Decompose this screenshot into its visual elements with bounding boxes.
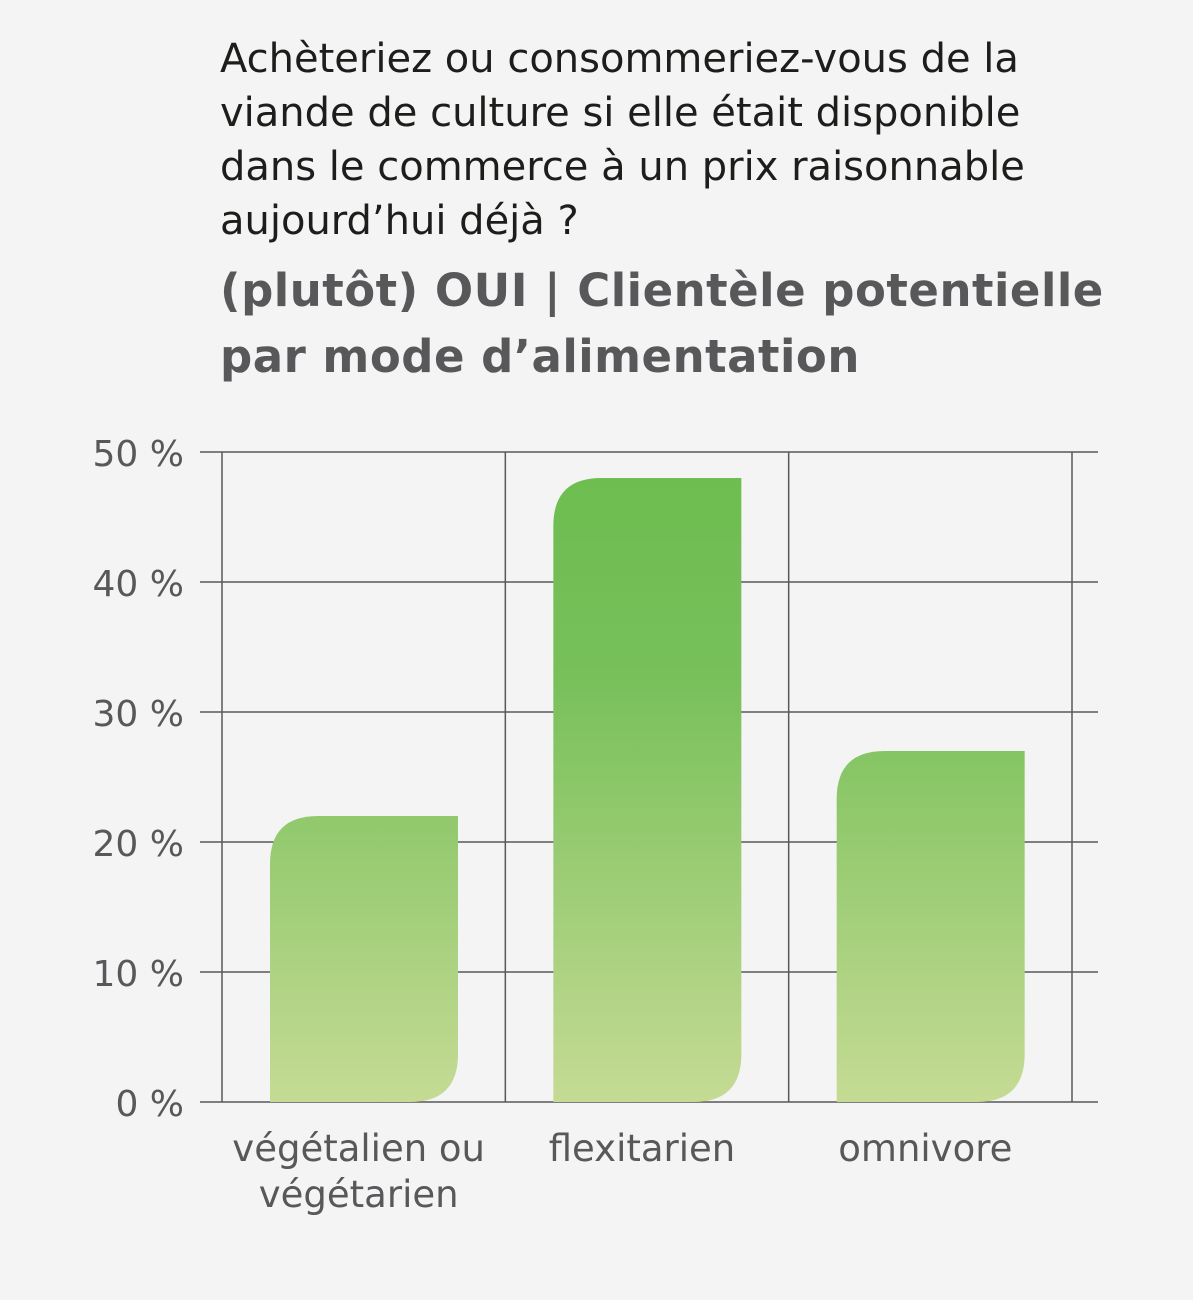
x-tick-label: flexitarien xyxy=(549,1127,735,1170)
chart-question: Achèteriez ou consommeriez-vous de la vi… xyxy=(220,36,1025,244)
y-tick-label: 40 % xyxy=(93,564,184,605)
bar-1 xyxy=(553,478,742,1102)
bar-0 xyxy=(270,816,458,1102)
y-tick-label: 30 % xyxy=(93,694,184,735)
y-tick-label: 10 % xyxy=(93,954,184,995)
x-tick-label: végétalien ou xyxy=(232,1127,485,1170)
x-tick-label: végétarien xyxy=(259,1173,459,1216)
chart-title: (plutôt) OUI | Clientèle potentielle par… xyxy=(220,264,1104,383)
bars xyxy=(270,478,1025,1102)
y-tick-label: 50 % xyxy=(93,434,184,475)
y-axis: 0 % 10 % 20 % 30 % 40 % 50 % xyxy=(93,434,184,1125)
y-tick-label: 20 % xyxy=(93,824,184,865)
x-tick-label: omnivore xyxy=(838,1127,1012,1170)
bar-2 xyxy=(836,751,1025,1102)
y-tick-label: 0 % xyxy=(115,1084,184,1125)
